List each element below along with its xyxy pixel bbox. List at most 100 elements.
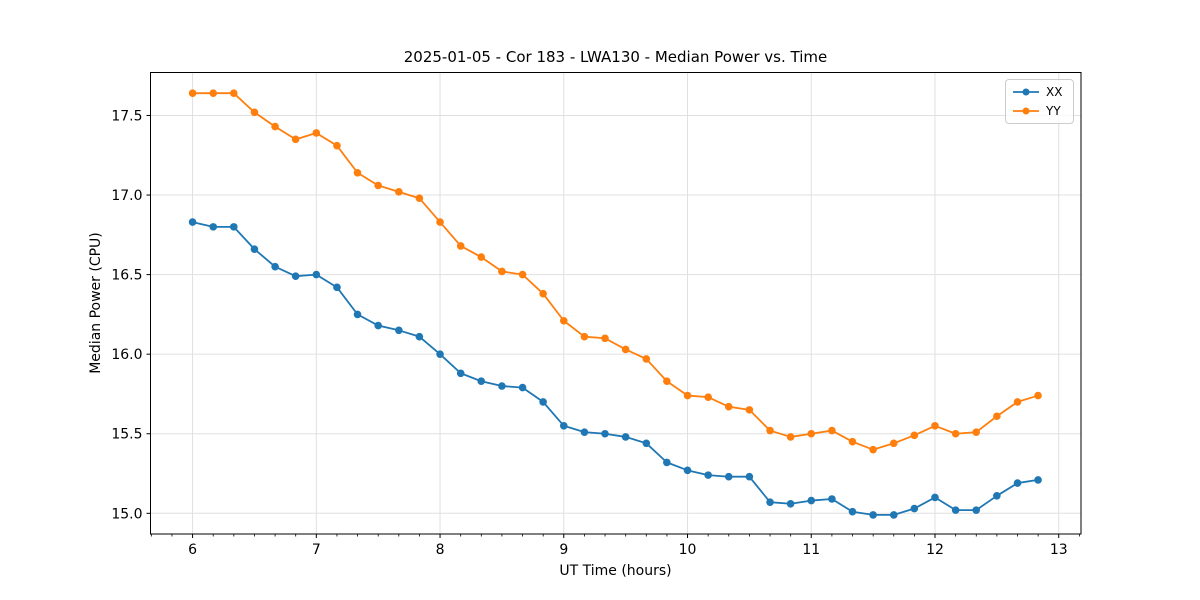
data-point-yy: [1013, 398, 1022, 406]
data-point-yy: [869, 445, 877, 454]
data-point-xx: [395, 326, 403, 335]
data-point-xx: [353, 310, 362, 319]
data-point-xx: [972, 506, 980, 514]
x-tick-label: 11: [802, 542, 820, 558]
data-point-yy: [518, 270, 527, 279]
data-point-xx: [374, 321, 382, 330]
data-point-yy: [642, 355, 651, 363]
data-point-xx: [436, 350, 444, 358]
data-point-yy: [250, 108, 259, 117]
data-point-yy: [559, 316, 568, 325]
data-point-xx: [910, 504, 919, 513]
legend-sample-line-xx: [1013, 88, 1039, 96]
data-point-yy: [291, 135, 300, 144]
data-point-yy: [745, 406, 754, 414]
data-point-xx: [704, 471, 712, 479]
data-point-yy: [621, 345, 630, 354]
data-point-xx: [642, 439, 651, 448]
x-tick-label: 8: [436, 542, 445, 558]
data-point-xx: [250, 245, 259, 253]
data-point-xx: [312, 270, 321, 279]
x-tick-label: 10: [679, 542, 697, 558]
data-point-xx: [724, 472, 733, 481]
data-point-xx: [559, 421, 568, 430]
legend-label-xx: XX: [1046, 85, 1063, 100]
data-point-yy: [209, 89, 218, 97]
data-point-yy: [993, 412, 1001, 421]
data-point-xx: [745, 472, 754, 481]
y-tick-label: 16.5: [111, 268, 142, 284]
data-point-yy: [436, 218, 444, 226]
data-point-yy: [395, 188, 403, 196]
data-point-yy: [951, 429, 960, 438]
data-point-xx: [993, 492, 1001, 500]
legend: XX YY: [1005, 79, 1074, 124]
x-tick-label: 7: [312, 542, 321, 558]
data-point-xx: [621, 433, 630, 441]
data-point-xx: [1013, 479, 1022, 487]
legend-label-yy: YY: [1046, 103, 1061, 118]
y-tick-label: 15.0: [111, 506, 142, 522]
data-point-xx: [498, 382, 506, 390]
data-point-yy: [663, 377, 671, 386]
y-tick-label: 17.5: [111, 108, 142, 124]
data-point-yy: [271, 122, 279, 131]
data-point-yy: [848, 437, 857, 446]
data-point-xx: [209, 223, 218, 231]
data-point-xx: [333, 283, 341, 292]
data-point-yy: [724, 402, 733, 411]
data-point-yy: [312, 129, 321, 137]
data-point-xx: [663, 458, 671, 467]
data-point-yy: [477, 253, 486, 261]
data-point-xx: [271, 262, 279, 271]
legend-item-yy: YY: [1012, 104, 1067, 118]
data-point-xx: [539, 398, 547, 406]
series-line-yy: [191, 92, 1039, 451]
data-point-yy: [683, 391, 692, 400]
data-point-xx: [477, 377, 486, 386]
x-axis-label: UT Time (hours): [559, 563, 672, 579]
data-point-xx: [869, 511, 877, 519]
data-point-yy: [889, 439, 898, 448]
data-point-yy: [910, 431, 919, 440]
y-tick-label: 17.0: [111, 188, 142, 204]
data-point-xx: [518, 383, 527, 392]
y-axis-label: Median Power (CPU): [88, 232, 104, 374]
axes-spines: [150, 72, 1082, 535]
data-point-xx: [931, 493, 939, 502]
data-point-xx: [415, 332, 424, 341]
data-point-yy: [498, 267, 506, 276]
data-point-xx: [188, 218, 197, 226]
data-point-xx: [229, 223, 238, 231]
data-point-xx: [786, 499, 795, 508]
data-point-yy: [828, 426, 836, 435]
data-point-xx: [1034, 476, 1042, 484]
x-tick-label: 13: [1050, 542, 1068, 558]
data-point-yy: [807, 429, 816, 438]
data-point-yy: [333, 141, 341, 150]
data-point-yy: [456, 242, 465, 250]
data-point-yy: [229, 89, 238, 97]
x-tick-label: 6: [188, 542, 197, 558]
data-point-yy: [931, 421, 939, 430]
data-point-xx: [889, 511, 898, 519]
data-point-xx: [601, 429, 609, 438]
data-point-yy: [1034, 391, 1042, 400]
data-point-yy: [766, 426, 774, 435]
y-tick-label: 16.0: [111, 347, 142, 363]
data-point-yy: [972, 428, 980, 436]
legend-item-xx: XX: [1012, 85, 1067, 99]
legend-marker-icon: [1022, 107, 1030, 115]
series-line-xx: [191, 221, 1039, 516]
data-point-xx: [807, 496, 816, 505]
x-tick-label: 9: [559, 542, 568, 558]
data-point-xx: [828, 495, 836, 503]
data-point-yy: [580, 332, 589, 341]
data-point-yy: [374, 181, 382, 190]
data-point-xx: [291, 272, 300, 280]
data-point-yy: [539, 289, 547, 298]
data-point-xx: [683, 466, 692, 475]
data-point-yy: [415, 194, 424, 203]
